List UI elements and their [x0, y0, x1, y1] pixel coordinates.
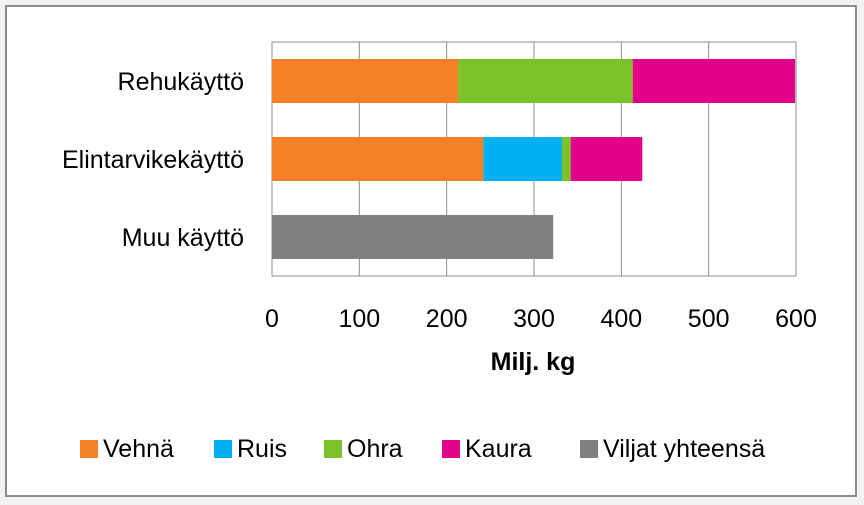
x-tick-label: 600 [775, 305, 817, 333]
legend-label: Kaura [465, 435, 532, 463]
category-label: Muu käyttö [122, 224, 244, 252]
bars [272, 59, 796, 259]
bar-2-4 [272, 215, 554, 259]
bar-0-0 [272, 59, 459, 103]
legend-label: Viljat yhteensä [603, 435, 765, 463]
bar-0-3 [632, 59, 796, 103]
legend: Vehnä Ruis Ohra Kaura Viljat yhteensä [80, 435, 765, 463]
x-tick-label: 300 [513, 305, 555, 333]
x-tick-labels: 0 100 200 300 400 500 600 [265, 305, 817, 333]
x-tick-label: 100 [338, 305, 380, 333]
category-label: Elintarvikekäyttö [62, 146, 244, 174]
bar-1-0 [272, 137, 484, 181]
legend-swatch [324, 440, 342, 458]
bar-1-3 [570, 137, 643, 181]
category-labels: Rehukäyttö Elintarvikekäyttö Muu käyttö [62, 68, 244, 252]
legend-label: Vehnä [103, 435, 174, 463]
bar-1-2 [561, 137, 571, 181]
bar-0-2 [458, 59, 633, 103]
legend-label: Ruis [237, 435, 287, 463]
bar-1-1 [483, 137, 562, 181]
category-label: Rehukäyttö [118, 68, 244, 96]
legend-label: Ohra [347, 435, 403, 463]
legend-swatch [80, 440, 98, 458]
legend-swatch [580, 440, 598, 458]
x-tick-label: 400 [600, 305, 642, 333]
legend-swatch [214, 440, 232, 458]
x-tick-label: 0 [265, 305, 279, 333]
x-tick-label: 500 [688, 305, 730, 333]
x-axis-title: Milj. kg [491, 348, 576, 376]
legend-swatch [442, 440, 460, 458]
x-tick-label: 200 [426, 305, 468, 333]
